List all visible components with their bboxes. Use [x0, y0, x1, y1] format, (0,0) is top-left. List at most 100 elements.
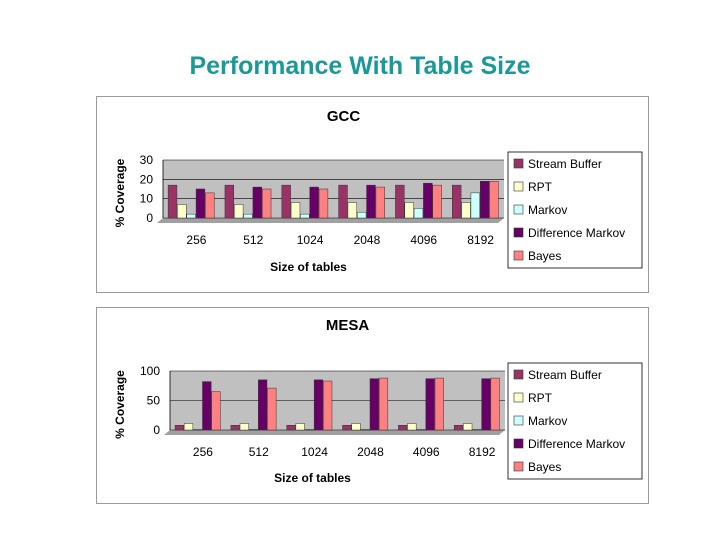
gcc-bar-2: [177, 204, 187, 219]
gcc-legend-label-2: RPT: [528, 180, 553, 194]
gcc-bar-5: [205, 192, 215, 219]
gcc-bar-4: [195, 188, 206, 219]
mesa-x-tick-label: 256: [193, 445, 213, 459]
mesa-bar-1: [453, 425, 464, 431]
mesa-bar-4: [369, 378, 379, 431]
gcc-bar-2: [234, 204, 244, 219]
gcc-bar-1: [395, 184, 405, 219]
mesa-chart: MESA 0 50 100 % Coverage 256 512 1024 2048 4096 81…: [113, 317, 643, 485]
mesa-bar-2: [183, 423, 194, 431]
mesa-bar-4: [313, 379, 324, 431]
mesa-bar-2: [407, 423, 417, 431]
gcc-legend-label-5: Bayes: [528, 249, 561, 263]
mesa-y-axis-label: % Coverage: [113, 370, 127, 439]
gcc-legend-swatch-5: [513, 250, 524, 261]
gcc-bar-1: [281, 184, 291, 219]
mesa-bar-4: [425, 378, 435, 431]
mesa-bar-2: [463, 423, 473, 431]
gcc-bar-3: [300, 213, 310, 219]
mesa-chart-panel: MESA 0 50 100 % Coverage 256 512 1024 2048 4096 81…: [96, 307, 649, 504]
gcc-y-tick-label: 10: [140, 192, 154, 206]
mesa-bar-5: [211, 391, 221, 431]
gcc-bar-4: [309, 186, 319, 219]
mesa-y-tick-label: 0: [153, 423, 160, 437]
gcc-legend-label-3: Markov: [528, 203, 567, 217]
gcc-bar-5: [261, 188, 272, 219]
mesa-legend-label-2: RPT: [528, 391, 553, 405]
mesa-legend-swatch-4: [513, 438, 524, 449]
gcc-y-tick-label: 0: [146, 211, 153, 225]
mesa-bar-4: [202, 381, 212, 431]
gcc-y-tick-label: 20: [140, 172, 154, 186]
mesa-x-tick-label: 2048: [357, 445, 384, 459]
mesa-legend-swatch-2: [513, 392, 524, 403]
gcc-chart-title: GCC: [327, 108, 361, 125]
mesa-bar-1: [230, 425, 240, 431]
gcc-legend-box: [507, 151, 643, 269]
mesa-bar-1: [174, 425, 184, 431]
mesa-bar-3: [304, 429, 314, 431]
mesa-x-tick-label: 512: [249, 445, 269, 459]
gcc-legend-label-1: Stream Buffer: [528, 157, 602, 171]
mesa-legend-swatch-1: [513, 369, 524, 380]
gcc-bar-4: [252, 186, 262, 219]
gcc-x-tick-label: 256: [186, 233, 206, 247]
mesa-x-tick-label: 1024: [301, 445, 328, 459]
mesa-bar-2: [351, 423, 361, 431]
gcc-x-tick-label: 4096: [410, 233, 437, 247]
gcc-bar-4: [366, 184, 376, 219]
mesa-bar-4: [481, 378, 491, 431]
mesa-legend-label-1: Stream Buffer: [528, 368, 602, 382]
gcc-bar-5: [432, 184, 442, 219]
gcc-chart-panel: GCC 0 10 20 30 % Coverage 256 512 1024 2048 4096 81…: [96, 96, 649, 293]
gcc-x-tick-label: 8192: [467, 233, 494, 247]
mesa-x-tick-label: 4096: [413, 445, 440, 459]
gcc-bar-5: [318, 188, 329, 219]
gcc-bar-2: [347, 202, 358, 219]
gcc-bar-5: [489, 181, 499, 219]
gcc-bar-3: [186, 213, 196, 219]
mesa-bar-5: [323, 380, 333, 431]
gcc-legend-swatch-4: [513, 227, 524, 238]
mesa-legend-swatch-3: [513, 415, 524, 426]
mesa-bar-4: [258, 379, 268, 431]
mesa-bar-3: [248, 429, 259, 431]
mesa-y-tick-label: 50: [147, 394, 161, 408]
gcc-bar-2: [290, 202, 301, 219]
mesa-bar-5: [434, 377, 444, 431]
mesa-legend-swatch-5: [513, 461, 524, 472]
mesa-bar-5: [490, 377, 500, 431]
mesa-bar-1: [398, 425, 408, 431]
gcc-bar-5: [375, 186, 385, 219]
gcc-legend-swatch-2: [513, 181, 524, 192]
gcc-bar-3: [413, 208, 424, 219]
mesa-legend-label-5: Bayes: [528, 460, 561, 474]
gcc-bar-2: [404, 202, 414, 219]
gcc-legend-label-4: Difference Markov: [528, 226, 625, 240]
gcc-bar-1: [452, 184, 462, 219]
mesa-bar-1: [286, 425, 296, 431]
mesa-bar-2: [295, 423, 305, 431]
gcc-legend-swatch-3: [513, 204, 524, 215]
mesa-y-tick-label: 100: [140, 364, 160, 378]
gcc-bar-1: [224, 184, 235, 219]
gcc-x-tick-label: 1024: [297, 233, 324, 247]
mesa-legend-label-3: Markov: [528, 414, 567, 428]
gcc-bar-1: [167, 184, 178, 219]
gcc-y-tick-label: 30: [140, 153, 154, 167]
mesa-chart-title: MESA: [326, 317, 370, 334]
gcc-x-tick-label: 512: [243, 233, 263, 247]
gcc-bar-3: [470, 192, 480, 219]
gcc-plot-area: [163, 160, 504, 218]
gcc-x-axis-label: Size of tables: [270, 260, 347, 274]
slide-title: Performance With Table Size: [189, 52, 531, 80]
gcc-bar-4: [423, 182, 433, 219]
gcc-bar-1: [338, 184, 348, 219]
mesa-plot-floor: [164, 430, 505, 435]
gcc-x-tick-label: 2048: [354, 233, 381, 247]
gcc-bar-4: [479, 181, 490, 219]
mesa-x-axis-label: Size of tables: [274, 471, 351, 485]
gcc-bar-2: [461, 202, 471, 219]
mesa-bar-2: [239, 423, 249, 431]
mesa-bar-1: [342, 425, 352, 431]
